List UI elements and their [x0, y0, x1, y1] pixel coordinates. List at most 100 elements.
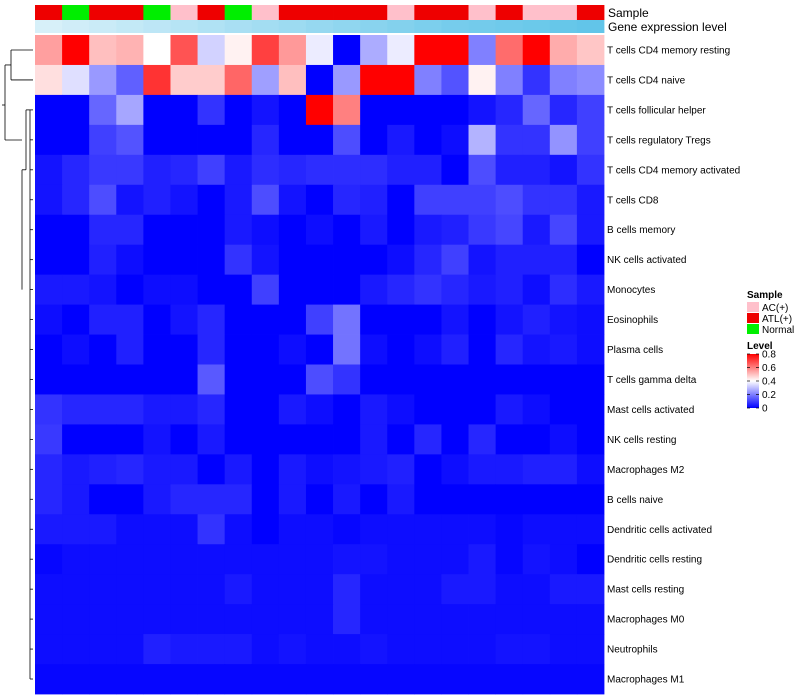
- heatmap-cell: [576, 424, 605, 455]
- heatmap-cell: [387, 514, 415, 545]
- heatmap-cell: [62, 64, 90, 96]
- heatmap-cell: [278, 214, 307, 246]
- heatmap-cell: [224, 94, 253, 126]
- heatmap-cell: [522, 424, 551, 455]
- heatmap-cell: [576, 394, 605, 425]
- heatmap-cell: [387, 64, 415, 96]
- heatmap-cell: [468, 424, 497, 455]
- gene-expression-annotation-cell: [495, 20, 524, 33]
- heatmap-cell: [441, 124, 469, 156]
- heatmap-cell: [468, 574, 497, 605]
- heatmap-cell: [414, 334, 442, 365]
- heatmap-cell: [143, 634, 171, 665]
- row-label: Dendritic cells activated: [607, 525, 712, 536]
- heatmap-cell: [35, 424, 63, 455]
- heatmap-cell: [89, 244, 117, 276]
- heatmap-cell: [197, 484, 226, 515]
- heatmap-cell: [522, 604, 551, 635]
- heatmap-cell: [576, 484, 605, 515]
- heatmap-cell: [35, 274, 63, 305]
- gene-expression-annotation-cell: [414, 20, 442, 33]
- gene-expression-annotation-cell: [522, 20, 551, 33]
- heatmap-cell: [143, 64, 171, 96]
- heatmap-cell: [116, 634, 144, 665]
- heatmap-cell: [35, 214, 63, 246]
- heatmap-cell: [224, 35, 253, 66]
- heatmap-cell: [170, 274, 198, 305]
- heatmap-cell: [305, 274, 334, 305]
- heatmap-cell: [468, 214, 497, 246]
- heatmap-cell: [576, 184, 605, 216]
- heatmap-cell: [62, 304, 90, 335]
- heatmap-cell: [89, 664, 117, 695]
- heatmap-cell: [197, 64, 226, 96]
- gene-expression-annotation-cell: [89, 20, 117, 33]
- heatmap-cell: [170, 214, 198, 246]
- heatmap-cell: [414, 304, 442, 335]
- heatmap-cell: [495, 124, 524, 156]
- heatmap-cell: [333, 454, 361, 485]
- heatmap-cell: [360, 634, 388, 665]
- heatmap-cell: [35, 574, 63, 605]
- heatmap-cell: [522, 364, 551, 395]
- heatmap-cell: [360, 184, 388, 216]
- heatmap-cell: [387, 604, 415, 635]
- heatmap-cell: [576, 154, 605, 186]
- heatmap-cell: [62, 274, 90, 305]
- heatmap-cell: [522, 304, 551, 335]
- heatmap-cell: [278, 124, 307, 156]
- legend-level-tick-label: 0.4: [762, 377, 776, 388]
- heatmap-cell: [224, 184, 253, 216]
- heatmap-cell: [116, 484, 144, 515]
- sample-annotation-cell: [414, 5, 442, 20]
- heatmap-cell: [333, 334, 361, 365]
- sample-annotation-cell: [522, 5, 551, 20]
- heatmap-cell: [170, 244, 198, 276]
- heatmap-cell: [495, 35, 524, 66]
- heatmap-cell: [333, 484, 361, 515]
- heatmap-cell: [197, 364, 226, 395]
- heatmap-cell: [333, 214, 361, 246]
- heatmap-cell: [170, 364, 198, 395]
- heatmap-cell: [62, 334, 90, 365]
- row-labels: T cells CD4 memory resting T cells CD4 na…: [607, 45, 740, 685]
- heatmap-cell: [89, 124, 117, 156]
- row-label: T cells follicular helper: [607, 105, 706, 116]
- heatmap-cell: [549, 394, 578, 425]
- legend-sample-swatch: [747, 313, 759, 323]
- heatmap-cell: [278, 304, 307, 335]
- heatmap-cell: [251, 35, 280, 66]
- heatmap-cell: [495, 634, 524, 665]
- heatmap-cell: [305, 364, 334, 395]
- heatmap-cell: [333, 604, 361, 635]
- heatmap-cell: [414, 244, 442, 276]
- heatmap-cell: [305, 424, 334, 455]
- heatmap-cell: [224, 514, 253, 545]
- heatmap-cell: [116, 274, 144, 305]
- heatmap-cell: [224, 244, 253, 276]
- gene-expression-track-label: Gene expression level: [608, 20, 727, 34]
- heatmap-cell: [62, 424, 90, 455]
- heatmap-cell: [197, 664, 226, 695]
- heatmap-cell: [495, 304, 524, 335]
- heatmap-cell: [333, 664, 361, 695]
- heatmap-cell: [549, 274, 578, 305]
- heatmap-cell: [143, 454, 171, 485]
- heatmap-cell: [170, 304, 198, 335]
- heatmap-cell: [224, 394, 253, 425]
- row-label: T cells regulatory Tregs: [607, 135, 711, 146]
- heatmap-cell: [360, 574, 388, 605]
- heatmap-cell: [495, 94, 524, 126]
- heatmap-cell: [116, 454, 144, 485]
- heatmap-cell: [333, 574, 361, 605]
- legend-sample-swatch: [747, 302, 759, 312]
- heatmap-cell: [251, 124, 280, 156]
- heatmap-cell: [549, 35, 578, 66]
- heatmap-cell: [197, 334, 226, 365]
- heatmap-cell: [414, 124, 442, 156]
- heatmap-cell: [62, 124, 90, 156]
- heatmap-cell: [89, 334, 117, 365]
- heatmap-cell: [387, 574, 415, 605]
- heatmap-cell: [522, 274, 551, 305]
- legend-level-tick-label: 0.2: [762, 390, 776, 401]
